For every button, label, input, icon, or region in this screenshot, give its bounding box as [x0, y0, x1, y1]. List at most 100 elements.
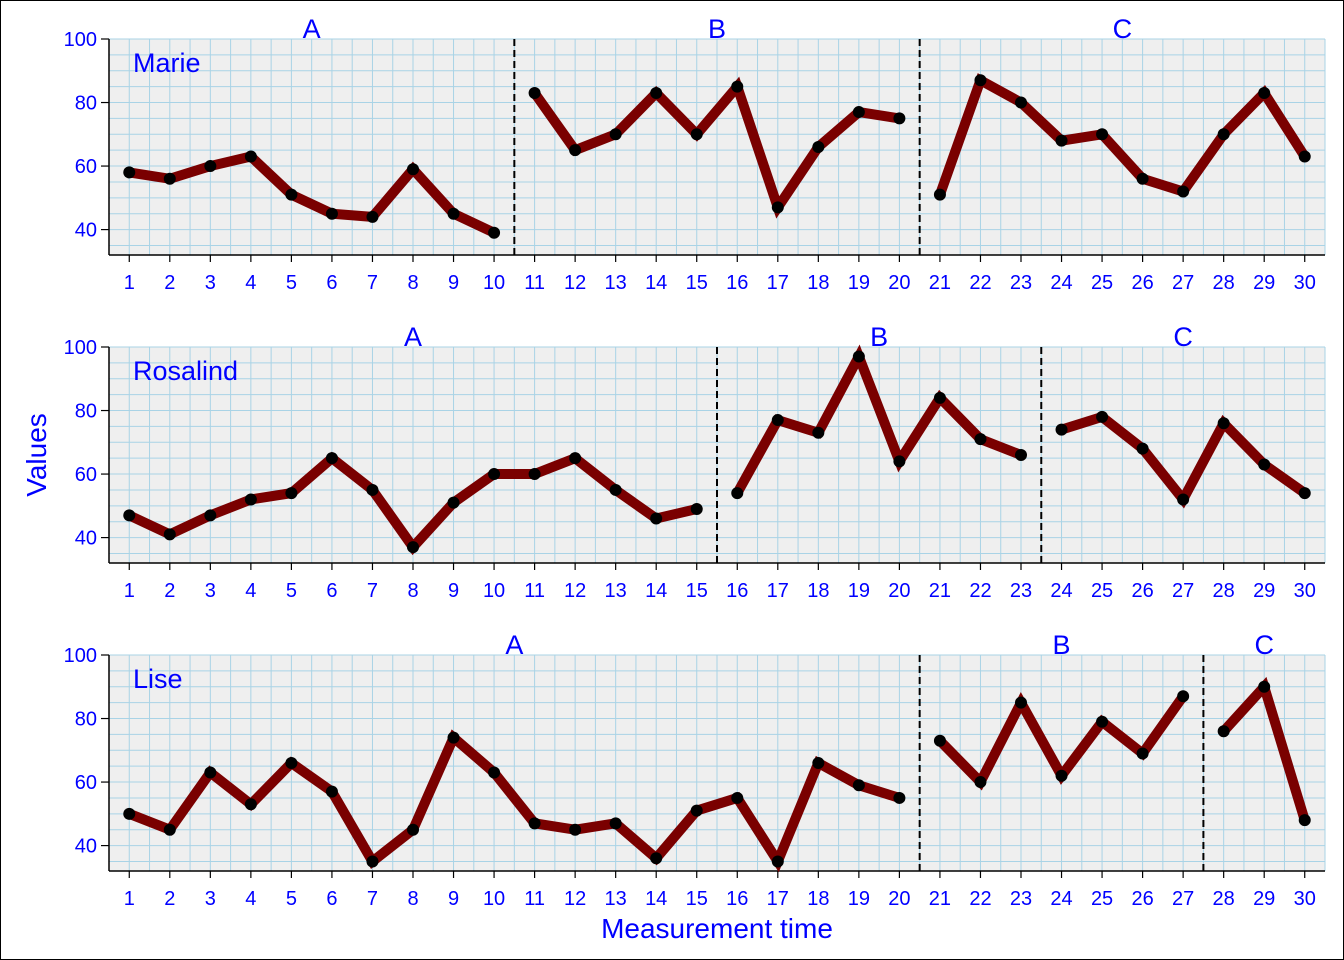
phase-label: C: [1173, 322, 1193, 352]
data-point: [123, 807, 136, 820]
y-tick-label: 60: [75, 156, 97, 178]
x-tick-label: 19: [848, 888, 870, 910]
data-point: [244, 150, 257, 163]
data-point: [1096, 715, 1109, 728]
x-tick-label: 7: [367, 272, 378, 294]
x-tick-label: 25: [1091, 272, 1113, 294]
data-point: [1177, 185, 1190, 198]
data-point: [123, 166, 136, 179]
data-point: [447, 207, 460, 220]
data-point: [609, 817, 622, 830]
data-point: [123, 509, 136, 522]
x-tick-label: 3: [205, 580, 216, 602]
x-tick-label: 16: [726, 272, 748, 294]
data-point: [974, 74, 987, 87]
y-tick-label: 40: [75, 836, 97, 858]
y-tick-label: 100: [64, 337, 97, 359]
x-tick-label: 12: [564, 580, 586, 602]
x-tick-label: 30: [1294, 272, 1316, 294]
data-point: [407, 541, 419, 554]
x-tick-label: 21: [929, 272, 951, 294]
y-tick-label: 100: [64, 29, 97, 51]
data-point: [731, 487, 744, 500]
x-tick-label: 18: [807, 888, 829, 910]
x-tick-label: 25: [1091, 580, 1113, 602]
x-tick-label: 6: [326, 272, 337, 294]
data-point: [204, 160, 217, 173]
x-tick-label: 3: [205, 272, 216, 294]
x-tick-label: 16: [726, 888, 748, 910]
x-tick-label: 21: [929, 888, 951, 910]
data-point: [690, 804, 703, 817]
data-point: [325, 452, 338, 465]
x-tick-label: 28: [1213, 580, 1235, 602]
x-tick-label: 12: [564, 888, 586, 910]
data-point: [1096, 128, 1109, 141]
data-point: [893, 791, 906, 804]
x-tick-label: 24: [1050, 272, 1072, 294]
x-tick-label: 23: [1010, 580, 1032, 602]
data-point: [771, 855, 784, 868]
data-point: [1298, 487, 1311, 500]
x-tick-label: 1: [124, 888, 135, 910]
data-point: [812, 426, 825, 439]
data-point: [1258, 680, 1271, 693]
data-point: [285, 757, 298, 769]
x-axis-label: Measurement time: [601, 913, 833, 944]
data-point: [488, 468, 501, 481]
y-tick-label: 80: [75, 93, 97, 115]
phase-label: B: [870, 322, 888, 352]
data-point: [1055, 423, 1068, 436]
data-point: [204, 766, 217, 779]
data-point: [1015, 449, 1027, 461]
data-point: [731, 791, 744, 804]
phase-label: A: [404, 322, 422, 352]
x-tick-label: 14: [645, 272, 667, 294]
data-point: [163, 528, 176, 541]
x-tick-label: 26: [1131, 272, 1153, 294]
x-tick-label: 2: [164, 580, 175, 602]
data-point: [933, 391, 946, 404]
data-point: [852, 779, 865, 792]
data-point: [407, 823, 419, 836]
x-tick-label: 4: [245, 888, 256, 910]
x-tick-label: 17: [767, 272, 789, 294]
x-tick-label: 29: [1253, 580, 1275, 602]
data-point: [366, 483, 379, 496]
data-point: [852, 350, 865, 363]
y-tick-label: 100: [64, 645, 97, 667]
x-tick-label: 19: [848, 580, 870, 602]
data-point: [163, 172, 176, 185]
data-point: [974, 433, 987, 446]
x-tick-label: 5: [286, 888, 297, 910]
data-point: [933, 188, 946, 201]
data-point: [1015, 696, 1027, 709]
x-tick-label: 24: [1050, 580, 1072, 602]
participant-name: Marie: [133, 48, 201, 78]
participant-name: Lise: [133, 664, 183, 694]
data-point: [488, 226, 501, 239]
x-tick-label: 27: [1172, 580, 1194, 602]
data-point: [893, 112, 906, 125]
y-tick-label: 60: [75, 464, 97, 486]
x-tick-label: 25: [1091, 888, 1113, 910]
participant-name: Rosalind: [133, 356, 238, 386]
data-point: [325, 207, 338, 220]
x-tick-label: 22: [969, 272, 991, 294]
x-tick-label: 19: [848, 272, 870, 294]
y-tick-label: 40: [75, 528, 97, 550]
x-tick-label: 18: [807, 272, 829, 294]
x-tick-label: 1: [124, 272, 135, 294]
x-tick-label: 8: [407, 888, 418, 910]
x-tick-label: 27: [1172, 888, 1194, 910]
data-point: [1258, 458, 1271, 471]
x-tick-label: 30: [1294, 580, 1316, 602]
data-point: [731, 80, 744, 93]
data-point: [690, 503, 703, 515]
x-tick-label: 9: [448, 272, 459, 294]
x-tick-label: 13: [605, 580, 627, 602]
phase-label: C: [1254, 630, 1274, 660]
data-point: [650, 852, 663, 865]
